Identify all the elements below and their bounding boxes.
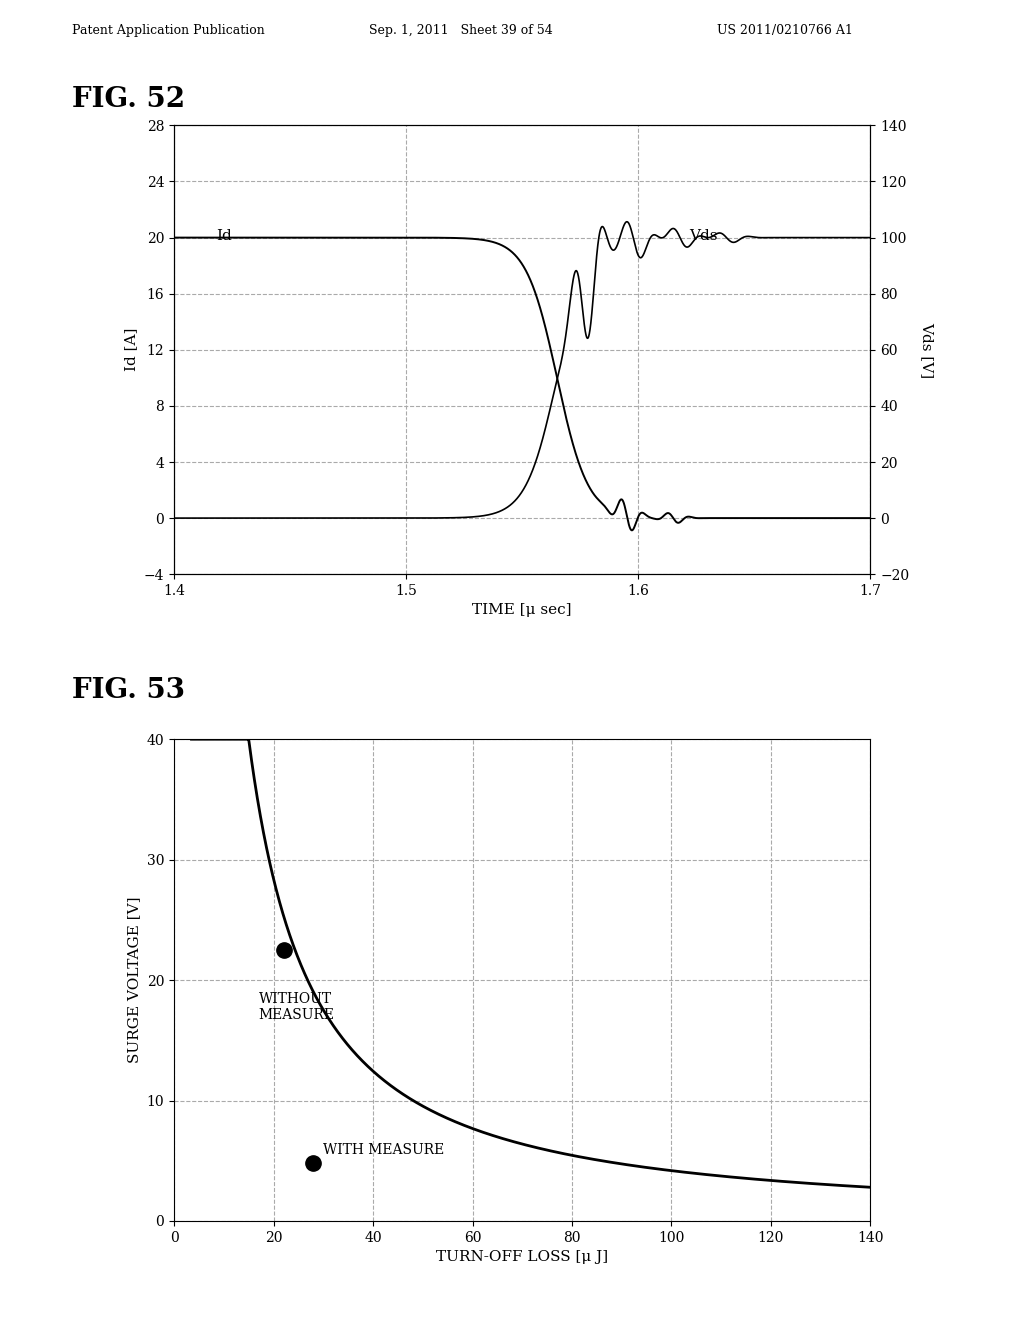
Y-axis label: Id [A]: Id [A] [124, 329, 138, 371]
X-axis label: TURN-OFF LOSS [μ J]: TURN-OFF LOSS [μ J] [436, 1250, 608, 1265]
Text: US 2011/0210766 A1: US 2011/0210766 A1 [717, 24, 853, 37]
Y-axis label: SURGE VOLTAGE [V]: SURGE VOLTAGE [V] [127, 896, 141, 1064]
X-axis label: TIME [μ sec]: TIME [μ sec] [472, 603, 572, 618]
Text: Vds: Vds [689, 230, 718, 243]
Text: FIG. 53: FIG. 53 [72, 677, 184, 704]
Text: WITHOUT
MEASURE: WITHOUT MEASURE [259, 993, 335, 1023]
Text: Sep. 1, 2011   Sheet 39 of 54: Sep. 1, 2011 Sheet 39 of 54 [369, 24, 552, 37]
Text: Patent Application Publication: Patent Application Publication [72, 24, 264, 37]
Text: Id: Id [216, 230, 231, 243]
Text: WITH MEASURE: WITH MEASURE [324, 1143, 444, 1158]
Text: FIG. 52: FIG. 52 [72, 86, 184, 112]
Y-axis label: Vds [V]: Vds [V] [921, 322, 934, 378]
